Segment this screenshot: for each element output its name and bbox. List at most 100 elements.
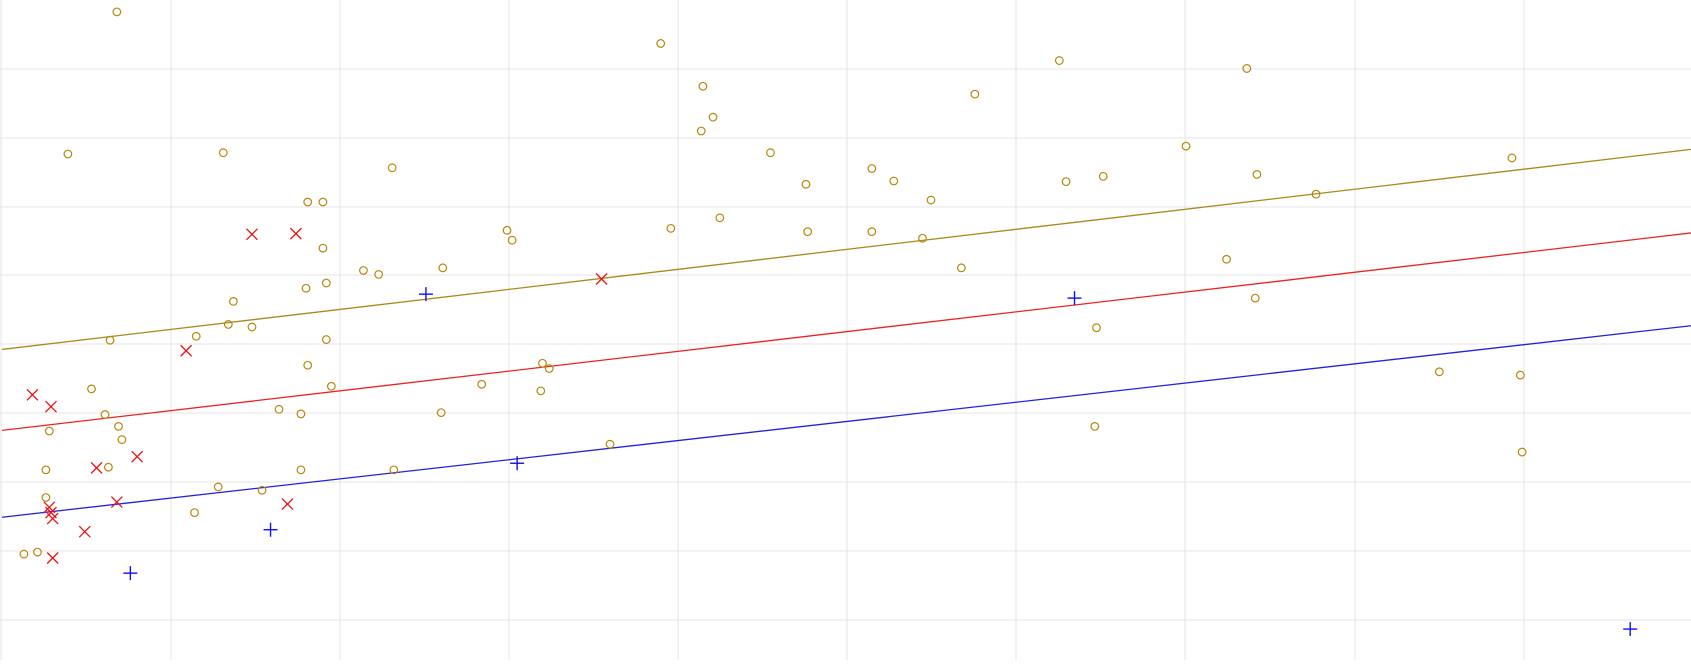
- data-point-circle: [1434, 367, 1444, 377]
- data-point-circle: [247, 322, 257, 332]
- data-point-circle: [190, 508, 199, 518]
- data-point-plus: [263, 522, 278, 537]
- data-point-circle: [803, 227, 813, 237]
- data-point-circle: [867, 227, 877, 237]
- data-point-circle: [766, 148, 775, 158]
- data-point-circle: [656, 39, 666, 48]
- data-point-circle: [536, 386, 546, 396]
- data-point-circle: [507, 235, 517, 245]
- data-point-circle: [696, 126, 706, 136]
- data-point-x: [46, 512, 59, 525]
- data-point-circle: [321, 278, 331, 288]
- data-point-x: [595, 273, 608, 285]
- data-point-plus: [418, 287, 433, 302]
- data-point-circle: [33, 547, 42, 557]
- data-point-circle: [605, 439, 615, 449]
- data-point-circle: [257, 485, 267, 495]
- data-point-plus: [1623, 622, 1638, 637]
- data-point-circle: [801, 179, 811, 189]
- data-point-circle: [1090, 422, 1100, 431]
- data-point-x: [131, 450, 144, 463]
- data-point-circle: [359, 266, 368, 275]
- data-point-x: [289, 227, 302, 240]
- data-point-circle: [918, 233, 927, 243]
- data-point-x: [90, 461, 103, 474]
- data-point-circle: [1098, 171, 1108, 181]
- data-point-x: [180, 344, 193, 357]
- data-point-circle: [213, 482, 223, 492]
- data-point-x: [281, 498, 294, 511]
- data-point-plus: [1067, 291, 1082, 306]
- data-point-x: [45, 400, 57, 413]
- fit-line-3: [1, 325, 1691, 518]
- data-point-circle: [544, 364, 554, 373]
- data-point-circle: [303, 197, 313, 207]
- data-point-circle: [1092, 323, 1101, 333]
- data-point-x: [46, 552, 59, 564]
- fit-line-2: [1, 232, 1691, 432]
- data-point-circle: [1181, 141, 1191, 151]
- data-point-circle: [296, 465, 306, 475]
- data-point-circle: [41, 493, 51, 502]
- data-point-circle: [374, 270, 384, 279]
- data-point-x: [26, 388, 39, 401]
- data-point-circle: [538, 358, 547, 368]
- data-point-circle: [318, 197, 328, 207]
- data-point-circle: [1507, 153, 1517, 163]
- data-point-circle: [926, 195, 936, 205]
- data-point-circle: [326, 381, 336, 391]
- data-point-circle: [218, 148, 228, 158]
- data-point-circle: [1061, 177, 1071, 187]
- data-point-circle: [321, 335, 331, 344]
- data-point-circle: [19, 549, 29, 559]
- data-point-plus: [510, 456, 525, 471]
- data-point-circle: [41, 465, 51, 475]
- data-point-circle: [502, 225, 512, 235]
- data-point-circle: [301, 283, 311, 293]
- fit-line-1: [1, 148, 1691, 351]
- data-point-circle: [666, 223, 676, 233]
- data-point-circle: [1222, 254, 1231, 264]
- data-point-circle: [191, 331, 201, 341]
- data-point-circle: [296, 409, 306, 419]
- data-point-circle: [389, 465, 399, 475]
- data-point-circle: [477, 379, 487, 389]
- data-point-circle: [87, 384, 96, 394]
- data-point-circle: [436, 408, 446, 417]
- data-point-circle: [117, 435, 127, 444]
- data-point-circle: [1054, 56, 1064, 65]
- data-point-x: [246, 228, 258, 241]
- data-point-circle: [970, 89, 980, 99]
- data-point-circle: [228, 296, 238, 306]
- data-point-circle: [438, 263, 448, 273]
- data-point-circle: [1252, 169, 1262, 179]
- data-point-circle: [318, 243, 328, 253]
- data-point-circle: [104, 462, 113, 472]
- data-point-circle: [956, 263, 966, 273]
- data-point-circle: [715, 213, 725, 223]
- data-point-circle: [698, 81, 708, 91]
- data-point-circle: [1516, 370, 1525, 380]
- data-point-circle: [44, 426, 54, 436]
- data-point-circle: [708, 112, 718, 122]
- fit-lines: [1, 148, 1691, 518]
- data-point-circle: [867, 164, 877, 173]
- data-point-circle: [1242, 64, 1252, 73]
- data-point-x: [78, 525, 91, 538]
- data-point-circle: [223, 320, 233, 329]
- data-point-circle: [1517, 447, 1527, 457]
- data-point-circle: [114, 422, 123, 431]
- data-point-circle: [105, 335, 115, 345]
- data-point-circle: [387, 163, 397, 173]
- data-point-circle: [63, 149, 73, 159]
- data-point-circle: [112, 7, 122, 17]
- data-point-circle: [303, 360, 313, 370]
- data-point-circle: [100, 410, 110, 419]
- data-point-circle: [1311, 189, 1321, 199]
- data-point-plus: [123, 566, 138, 581]
- data-markers: [19, 7, 1638, 637]
- data-point-circle: [1250, 293, 1260, 303]
- data-point-x: [110, 496, 123, 509]
